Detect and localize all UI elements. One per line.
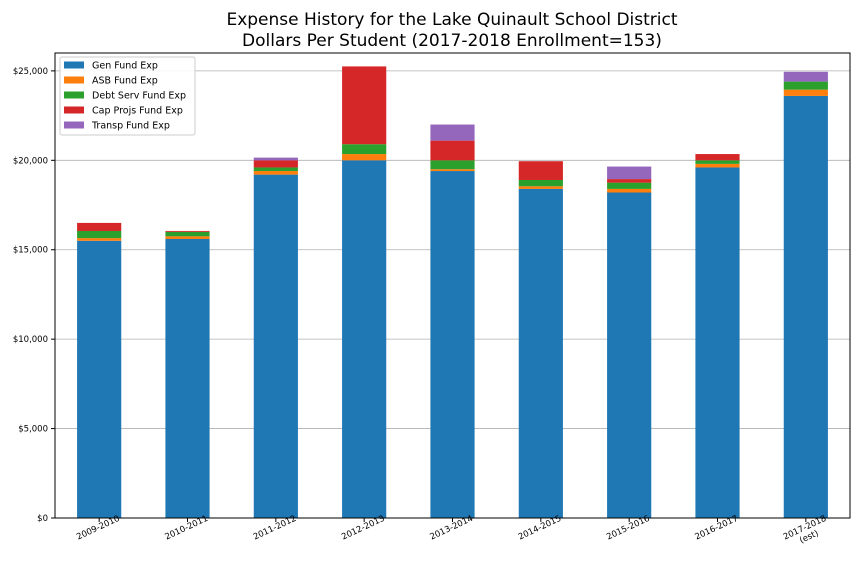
bar-segment	[253, 157, 298, 161]
x-tick-group: 2017-2018(est)	[782, 514, 828, 546]
bar-segment	[342, 160, 387, 519]
bar-segment	[695, 163, 740, 168]
bar-segment	[342, 144, 387, 155]
legend-label: Debt Serv Fund Exp	[92, 91, 186, 102]
bar-segment	[165, 239, 210, 518]
y-tick-label: $25,000	[13, 67, 48, 77]
bar-segment	[165, 231, 210, 237]
bar-segment	[77, 238, 122, 241]
bar-segment	[253, 174, 298, 518]
legend-label: Gen Fund Exp	[92, 61, 158, 72]
legend-label: ASB Fund Exp	[92, 76, 158, 87]
bar-segment	[518, 188, 563, 518]
bar-segment	[253, 160, 298, 168]
y-tick-label: $0	[37, 514, 48, 524]
legend-swatch	[64, 106, 84, 114]
bar-segment	[695, 167, 740, 518]
chart-title-line1: Expense History for the Lake Quinault Sc…	[226, 10, 677, 30]
bar-segment	[783, 89, 828, 96]
bar-segment	[165, 230, 210, 232]
bar-segment	[342, 154, 387, 161]
bar-segment	[607, 179, 652, 183]
bar-segment	[783, 95, 828, 518]
bar-segment	[77, 230, 122, 239]
bar-segment	[783, 81, 828, 90]
bar-segment	[695, 154, 740, 161]
bar-segment	[607, 192, 652, 518]
legend-swatch	[64, 121, 84, 129]
y-tick-label: $15,000	[13, 246, 48, 256]
y-tick-label: $5,000	[18, 425, 48, 435]
bar-segment	[518, 186, 563, 189]
bar-segment	[77, 240, 122, 519]
bar-segment	[430, 171, 475, 519]
bar-segment	[342, 66, 387, 145]
y-tick-label: $10,000	[13, 335, 48, 345]
bar-segment	[695, 160, 740, 164]
bar-segment	[518, 179, 563, 187]
bar-segment	[253, 167, 298, 172]
legend-box	[59, 56, 196, 136]
bar-segment	[607, 182, 652, 189]
legend-label: Transp Fund Exp	[91, 121, 170, 132]
legend-swatch	[64, 91, 84, 99]
bar-segment	[430, 160, 475, 170]
bars	[77, 66, 828, 519]
bar-segment	[253, 171, 298, 175]
bar-segment	[518, 161, 563, 180]
y-axis: $0 $5,000 $10,000 $15,000 $20,000 $25,000	[13, 67, 55, 524]
bar-segment	[430, 140, 475, 161]
legend: Gen Fund Exp ASB Fund Exp Debt Serv Fund E…	[59, 56, 196, 136]
bar-segment	[607, 166, 652, 180]
bar-segment	[430, 124, 475, 141]
bar-segment	[430, 169, 475, 172]
bar-segment	[77, 222, 122, 231]
legend-swatch	[64, 61, 84, 69]
chart-title-line2: Dollars Per Student (2017-2018 Enrollmen…	[242, 31, 662, 51]
legend-label: Cap Projs Fund Exp	[92, 106, 183, 117]
legend-swatch	[64, 76, 84, 84]
y-tick-label: $20,000	[13, 156, 48, 166]
bar-segment	[165, 236, 210, 239]
bar-segment	[783, 71, 828, 82]
bar-segment	[607, 188, 652, 193]
x-axis: 2009-2010 2010-2011 2011-2012 2012-2013 2013…	[75, 514, 828, 546]
